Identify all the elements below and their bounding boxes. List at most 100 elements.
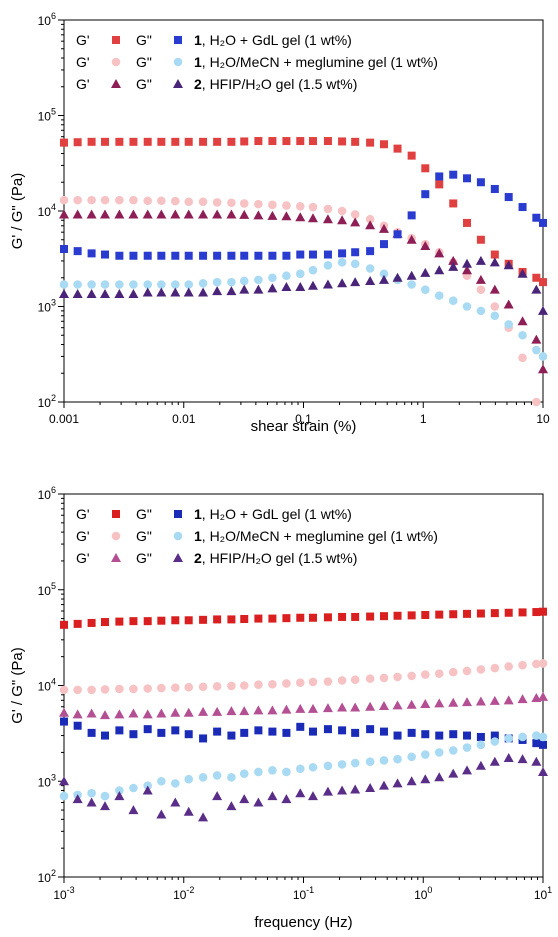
data-point xyxy=(295,282,306,292)
data-point xyxy=(323,261,333,270)
legend-gpp-label: G" xyxy=(136,76,152,92)
data-point xyxy=(475,255,486,265)
data-point xyxy=(378,701,389,711)
data-point xyxy=(227,731,236,740)
data-point xyxy=(322,214,333,224)
data-point xyxy=(489,695,500,705)
data-point xyxy=(100,801,111,811)
data-point xyxy=(184,251,193,260)
legend-gp-marker xyxy=(111,553,121,562)
data-point xyxy=(538,364,548,374)
series-1 xyxy=(59,659,548,695)
data-point xyxy=(239,706,250,716)
y-tick-label-exp: 2 xyxy=(51,868,56,878)
data-point xyxy=(407,211,416,220)
legend-gp-label: G' xyxy=(76,506,90,522)
data-point xyxy=(60,620,68,629)
data-point xyxy=(434,698,445,708)
data-point xyxy=(539,607,547,616)
data-point xyxy=(323,613,332,622)
data-point xyxy=(100,280,110,289)
legend-gpp-marker xyxy=(174,36,182,44)
data-point xyxy=(504,193,513,202)
data-point xyxy=(476,609,485,618)
series-2 xyxy=(59,691,548,720)
data-point xyxy=(504,320,513,329)
legend-series-number: 1 xyxy=(194,506,202,522)
data-point xyxy=(532,345,541,355)
data-point xyxy=(393,754,402,764)
legend-series-text: , H₂O + GdL gel (1 wt%) xyxy=(202,32,352,48)
data-point xyxy=(295,212,306,222)
data-point xyxy=(240,137,249,146)
data-point xyxy=(59,280,69,289)
data-point xyxy=(184,682,194,692)
data-point xyxy=(351,612,360,621)
data-point xyxy=(462,743,472,752)
data-point xyxy=(434,291,444,300)
data-point xyxy=(296,613,305,622)
data-point xyxy=(198,772,208,782)
legend: G' G" 1, H₂O + GdL gel (1 wt%) G' G" 1, H₂O/M… xyxy=(76,506,438,566)
data-point xyxy=(282,767,291,777)
data-point xyxy=(101,618,110,627)
data-point xyxy=(308,137,317,146)
data-point xyxy=(322,703,333,713)
x-tick-label: 1 xyxy=(420,412,427,426)
data-point xyxy=(281,282,292,292)
legend-gp-marker xyxy=(111,57,121,67)
data-point xyxy=(281,794,292,804)
data-point xyxy=(198,682,208,692)
data-point xyxy=(128,805,139,815)
series-0 xyxy=(60,607,547,629)
x-tick-label: 101 xyxy=(534,885,552,902)
data-point xyxy=(183,707,194,717)
x-tick-label: 10-2 xyxy=(173,885,194,902)
data-point xyxy=(171,616,180,625)
y-tick-label: 102 xyxy=(38,393,56,410)
data-point xyxy=(87,137,96,146)
legend-gp-marker xyxy=(112,510,120,518)
data-point xyxy=(365,783,376,793)
data-point xyxy=(337,278,348,288)
data-point xyxy=(226,209,237,219)
x-tick-label-exp: 0 xyxy=(427,885,432,895)
data-point xyxy=(420,699,431,709)
data-point xyxy=(183,209,194,219)
series-4 xyxy=(59,731,548,801)
data-point xyxy=(538,766,548,776)
data-point xyxy=(253,797,264,807)
data-point xyxy=(393,144,402,153)
data-point xyxy=(227,198,236,208)
data-point xyxy=(170,797,181,807)
series-2 xyxy=(59,209,548,374)
legend-gp-label: G' xyxy=(76,550,90,566)
data-point xyxy=(213,251,222,260)
data-point xyxy=(407,611,416,620)
y-tick-label: 104 xyxy=(38,677,56,694)
data-point xyxy=(73,280,82,289)
data-point xyxy=(366,138,375,147)
data-point xyxy=(157,251,166,260)
legend-series-text: , H₂O/MeCN + meglumine gel (1 wt%) xyxy=(202,54,438,70)
x-tick-label: 10 xyxy=(536,412,550,426)
legend-gp-marker xyxy=(111,79,121,88)
data-point xyxy=(308,265,318,275)
data-point xyxy=(129,251,138,260)
data-point xyxy=(350,259,360,269)
series-5 xyxy=(59,255,548,315)
data-point xyxy=(268,727,277,736)
data-point xyxy=(72,709,83,719)
data-point xyxy=(338,249,347,258)
legend-gp-marker xyxy=(111,531,121,541)
data-point xyxy=(87,685,96,695)
data-point xyxy=(365,757,375,767)
data-point xyxy=(73,195,82,205)
data-point xyxy=(282,251,291,260)
data-point xyxy=(227,137,236,146)
data-point xyxy=(268,273,277,283)
y-tick-label-base: 10 xyxy=(38,775,52,789)
data-point xyxy=(87,249,96,258)
legend: G' G" 1, H₂O + GdL gel (1 wt%) G' G" 1, H₂O/M… xyxy=(76,32,438,92)
data-point xyxy=(114,289,125,299)
